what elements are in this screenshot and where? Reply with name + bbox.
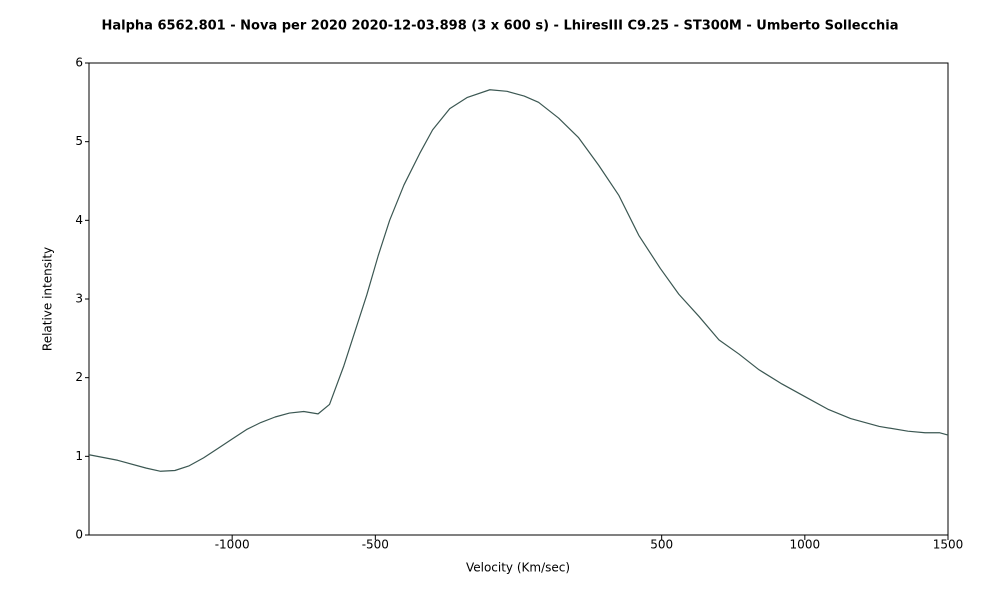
y-tick-label: 4 — [75, 213, 83, 227]
data-line — [88, 89, 949, 472]
x-tick-label: -1000 — [215, 538, 250, 552]
y-tick-label: 2 — [75, 370, 83, 384]
x-tick-label: 1000 — [790, 538, 821, 552]
x-tick-label: 500 — [650, 538, 673, 552]
x-tick-label: 1500 — [933, 538, 964, 552]
y-tick-label: 6 — [75, 56, 83, 70]
y-tick-label: 5 — [75, 134, 83, 148]
y-tick-label: 1 — [75, 449, 83, 463]
y-tick-label: 0 — [75, 528, 83, 542]
x-axis-label: Velocity (Km/sec) — [466, 561, 570, 575]
x-tick-label: -500 — [362, 538, 389, 552]
y-axis-label: Relative intensity — [41, 247, 55, 351]
chart-title: Halpha 6562.801 - Nova per 2020 2020-12-… — [101, 19, 898, 34]
y-tick-label: 3 — [75, 292, 83, 306]
plot-frame — [88, 62, 949, 536]
